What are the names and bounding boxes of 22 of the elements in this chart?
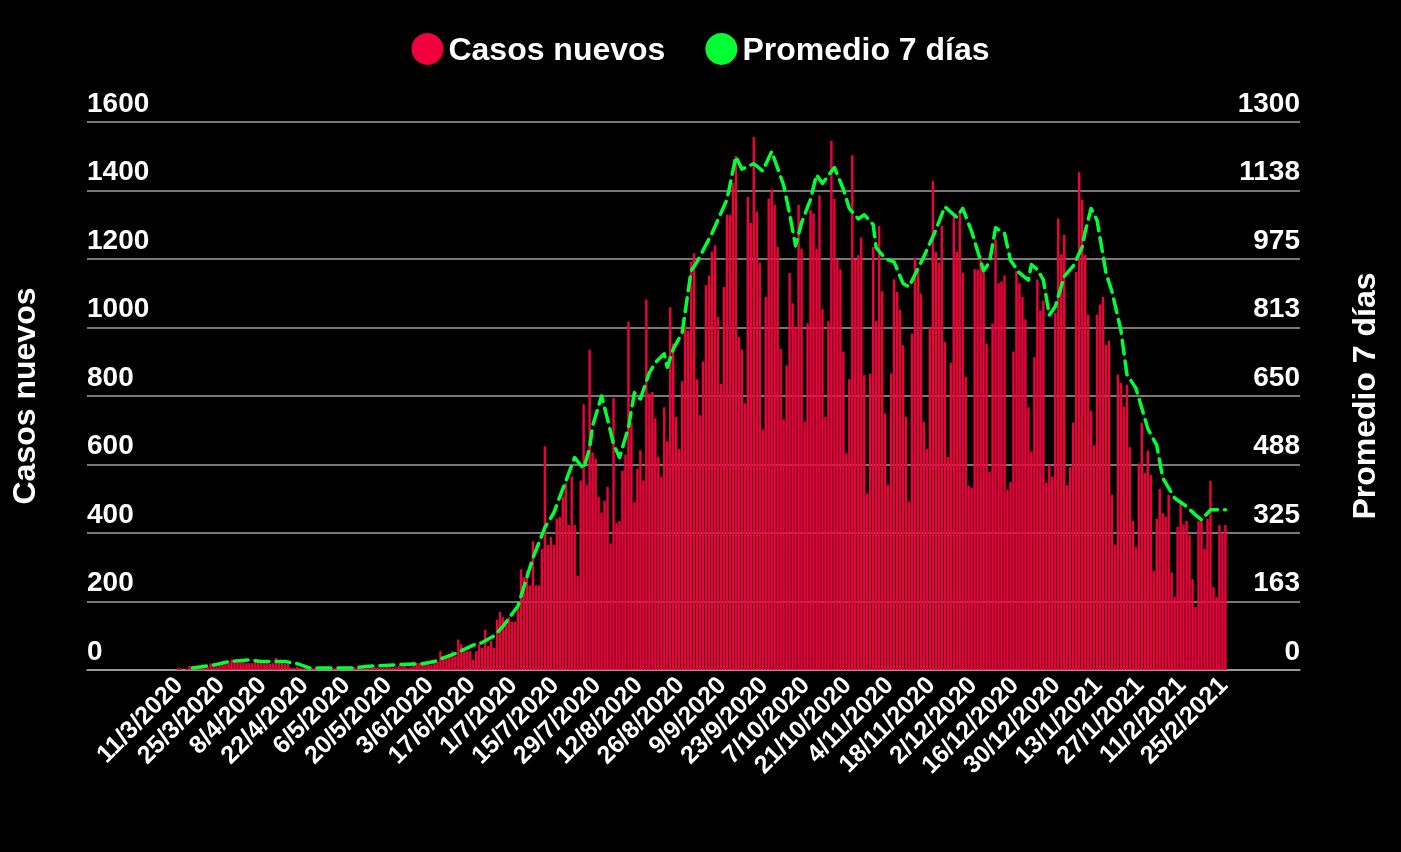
y-tick-label: 600	[87, 429, 134, 460]
legend-label: Promedio 7 días	[742, 31, 990, 67]
y-tick-label: 1000	[87, 292, 150, 323]
y2-axis-title: Promedio 7 días	[1346, 272, 1382, 520]
y2-tick-label: 325	[1253, 497, 1300, 529]
y2-tick-label: 975	[1253, 223, 1300, 255]
y2-tick-label: 650	[1253, 360, 1300, 392]
y-tick-label: 0	[87, 634, 103, 666]
y2-tick-label: 163	[1253, 566, 1300, 597]
y2-tick-label: 1300	[1237, 86, 1300, 118]
y2-tick-label: 0	[1284, 634, 1300, 666]
y2-tick-label: 813	[1253, 292, 1300, 323]
y2-tick-label: 1138	[1239, 155, 1300, 186]
y-tick-label: 400	[87, 497, 134, 529]
y-axis-title: Casos nuevos	[6, 287, 42, 505]
y2-tick-label: 488	[1253, 429, 1300, 460]
y-tick-label: 800	[87, 360, 134, 392]
y-tick-label: 1200	[87, 223, 150, 255]
legend-label: Casos nuevos	[448, 31, 666, 67]
y-tick-label: 200	[87, 566, 134, 597]
y-tick-label: 1600	[87, 86, 150, 118]
y-tick-label: 1400	[87, 155, 150, 186]
